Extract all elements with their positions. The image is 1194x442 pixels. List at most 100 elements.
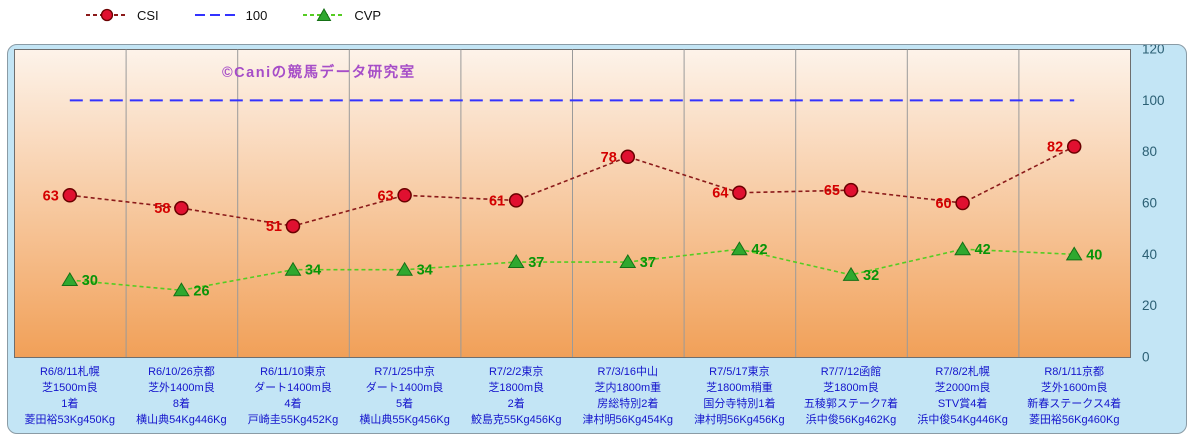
legend-label: CSI — [137, 7, 159, 23]
watermark: ©Caniの競馬データ研究室 — [222, 63, 416, 81]
x-axis-label-line: 新春ステークス4着 — [1027, 397, 1122, 410]
cvp-marker — [61, 272, 79, 286]
csi-value-label: 65 — [824, 183, 840, 199]
csi-value-label: 61 — [489, 193, 505, 209]
legend-circle-marker-icon — [100, 8, 114, 22]
x-axis-label-line: 芝1800m良 — [488, 381, 544, 394]
y-axis-tick: 40 — [1142, 247, 1157, 262]
x-axis-label-line: 芝外1600m良 — [1040, 381, 1108, 394]
cvp-value-label: 26 — [193, 283, 209, 299]
legend-label: CVP — [354, 7, 382, 23]
csi-value-label: 78 — [601, 150, 617, 166]
x-axis-label-line: 8着 — [172, 397, 190, 410]
csi-value-label: 82 — [1047, 140, 1063, 156]
cvp-marker — [731, 241, 748, 256]
legend-swatch — [194, 14, 237, 16]
x-axis-label: R7/8/2札幌 芝2000m良 STV賞4着浜中俊54Kg446Kg — [907, 365, 1019, 429]
x-axis-label-line: 浜中俊56Kg462Kg — [805, 413, 897, 426]
cvp-value-label: 42 — [751, 242, 767, 258]
y-axis-tick: 60 — [1142, 196, 1157, 211]
x-axis-label-line: R8/1/11京都 — [1044, 366, 1105, 378]
csi-marker — [62, 188, 78, 203]
cvp-value-label: 34 — [417, 263, 433, 279]
x-axis-label-line: 浜中俊54Kg446Kg — [917, 413, 1008, 426]
x-axis-label-line: 1着 — [61, 397, 79, 410]
csi-marker — [397, 188, 412, 203]
cvp-marker — [954, 241, 971, 256]
csi-marker — [174, 200, 189, 216]
x-axis-label-line: 鮫島克55Kg456Kg — [470, 413, 562, 426]
plot-area: ©Caniの競馬データ研究室 63 58 51 63 61 78 64 65 60 82 30 26 34… — [14, 45, 1165, 365]
cvp-marker — [173, 282, 190, 297]
csi-marker — [843, 182, 859, 198]
x-axis-label-line: 菱田裕53Kg450Kg — [24, 413, 116, 426]
x-axis-label: R6/11/10東京 ダート1400m良 4着戸崎圭55Kg452Kg — [237, 365, 349, 429]
x-axis-label-line: R7/5/17東京 — [709, 366, 770, 378]
x-axis-label-line: R7/3/16中山 — [597, 366, 659, 378]
y-axis-tick: 80 — [1142, 144, 1157, 159]
x-axis-label-line: R7/8/2札幌 — [935, 366, 990, 378]
cvp-value-label: 40 — [1086, 247, 1102, 263]
x-axis-label: R7/2/2東京 芝1800m良 2着 鮫島克55Kg456Kg — [460, 365, 572, 429]
x-axis-label-line: 2着 — [507, 397, 525, 410]
x-axis-label-line: STV賞4着 — [937, 397, 988, 410]
csi-value-label: 60 — [935, 196, 951, 212]
csi-value-label: 64 — [712, 186, 728, 202]
csi-value-label: 51 — [266, 219, 282, 235]
x-axis-label-line: 芝1800m稍重 — [706, 381, 773, 394]
cvp-value-label: 34 — [305, 263, 321, 279]
cvp-marker — [396, 261, 413, 276]
x-axis-label-line: R6/11/10東京 — [260, 366, 326, 378]
x-axis-label-line: R6/10/26京都 — [148, 366, 215, 378]
x-axis-label-line: 戸崎圭55Kg452Kg — [247, 413, 339, 426]
csi-value-label: 63 — [43, 188, 59, 204]
chart-panel: ©Caniの競馬データ研究室 63 58 51 63 61 78 64 65 60 82 30 26 34… — [7, 44, 1187, 434]
x-axis-label-line: 国分寺特別1着 — [703, 397, 776, 410]
x-axis-label-line: 津村明56Kg456Kg — [694, 413, 785, 426]
x-axis-label: R8/1/11京都 芝外1600m良新春ステークス4着 菱田裕56Kg460Kg — [1018, 365, 1130, 429]
cvp-value-label: 37 — [528, 255, 544, 271]
x-axis-label-line: R7/1/25中京 — [374, 366, 435, 378]
x-axis-label: R7/5/17東京 芝1800m稍重 国分寺特別1着 津村明56Kg456Kg — [684, 365, 796, 429]
csi-marker — [1066, 139, 1082, 154]
legend-swatch — [303, 7, 346, 21]
cvp-marker — [1065, 246, 1083, 261]
x-axis-label-line: 横山典55Kg456Kg — [359, 413, 450, 426]
cvp-marker — [619, 254, 637, 269]
chart-legend: CSI 100 CVP — [84, 7, 381, 23]
cvp-value-label: 30 — [82, 273, 98, 289]
cvp-line — [69, 248, 1075, 292]
x-axis-label: R6/8/11札幌 芝1500m良 1着菱田裕53Kg450Kg — [14, 365, 126, 429]
csi-value-label: 58 — [154, 201, 170, 217]
legend-item-csi: CSI — [84, 7, 159, 23]
x-axis-label-line: ダート1400m良 — [254, 381, 332, 394]
x-axis-label-line: ダート1400m良 — [365, 381, 444, 394]
x-axis-label-line: 芝1800m良 — [823, 381, 879, 394]
x-axis-label-line: 芝外1400m良 — [148, 381, 215, 394]
x-axis-label-line: 五稜郭ステーク7着 — [803, 397, 899, 410]
x-axis-labels: R6/8/11札幌 芝1500m良 1着菱田裕53Kg450Kg R6/10/26京都… — [14, 365, 1130, 429]
csi-marker — [955, 195, 970, 211]
legend-label: 100 — [245, 7, 268, 23]
csi-marker — [620, 149, 636, 165]
csi-marker — [732, 185, 747, 200]
x-axis-label-line: 津村明56Kg454Kg — [582, 413, 674, 426]
x-axis-label-line: 芝1500m良 — [41, 381, 98, 394]
x-axis-label: R7/1/25中京 ダート1400m良 5着 横山典55Kg456Kg — [349, 365, 461, 429]
x-axis-label-line: 房総特別2着 — [597, 397, 659, 410]
x-axis-label-line: 芝2000m良 — [934, 381, 991, 394]
x-axis-label-line: R6/8/11札幌 — [39, 366, 100, 378]
cvp-marker — [507, 254, 525, 269]
csi-line — [69, 145, 1075, 227]
csi-value-label: 63 — [377, 188, 393, 204]
csi-marker — [508, 193, 524, 208]
cvp-value-label: 37 — [640, 255, 656, 271]
x-axis-label-line: 4着 — [284, 397, 302, 410]
y-axis-tick: 20 — [1142, 298, 1157, 313]
legend-triangle-marker-icon — [317, 7, 332, 21]
x-axis-label-line: 菱田裕56Kg460Kg — [1028, 413, 1120, 426]
x-axis-label: R7/7/12函館 芝1800m良 五稜郭ステーク7着 浜中俊56Kg462Kg — [795, 365, 907, 429]
y-axis-tick: 100 — [1142, 93, 1165, 108]
y-axis-tick: 0 — [1142, 350, 1150, 365]
legend-item-cvp: CVP — [301, 7, 381, 23]
